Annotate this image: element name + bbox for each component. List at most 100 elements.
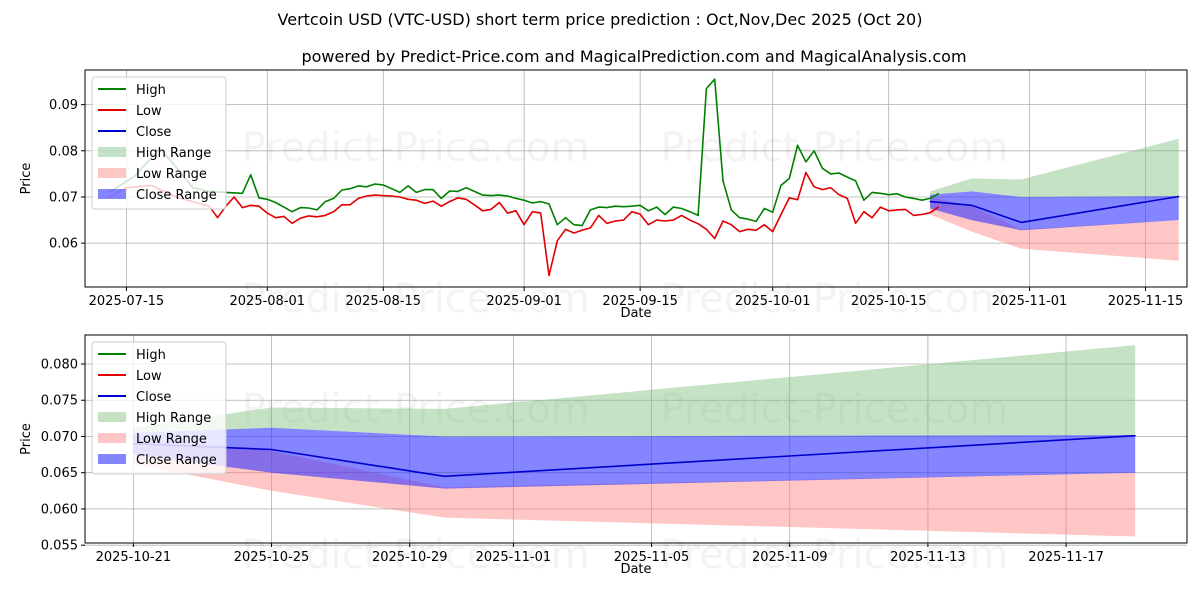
point-low	[424, 202, 426, 205]
point-low	[432, 200, 434, 202]
point-low	[896, 209, 898, 211]
point-high	[705, 87, 708, 90]
point-low	[490, 208, 492, 211]
point-low	[390, 195, 393, 197]
point-high	[854, 180, 857, 182]
point-high	[341, 189, 343, 191]
y-tick-label: 0.070	[41, 430, 78, 445]
x-tick-label: 2025-11-13	[890, 550, 966, 565]
point-high	[283, 206, 285, 208]
x-tick-label: 2025-11-17	[1028, 550, 1104, 565]
point-high	[515, 197, 517, 199]
point-close	[443, 475, 445, 477]
point-high	[879, 192, 882, 194]
point-close	[1178, 195, 1180, 198]
point-low	[846, 197, 848, 199]
point-low	[904, 208, 906, 211]
point-high	[399, 191, 401, 193]
x-tick-label: 2025-07-15	[89, 294, 165, 309]
point-high	[506, 195, 509, 197]
point-high	[258, 197, 260, 199]
point-low	[871, 217, 873, 219]
point-high	[266, 198, 268, 200]
watermark: Predict-Price.com	[660, 125, 1008, 171]
point-low	[415, 199, 418, 201]
point-high	[912, 197, 915, 199]
band-close-range	[930, 191, 1179, 231]
x-tick-label: 2025-11-05	[614, 550, 690, 565]
point-high	[606, 206, 608, 209]
watermark: Predict-Price.com	[242, 532, 590, 578]
legend-label: High Range	[136, 146, 211, 161]
point-low	[407, 198, 409, 200]
legend-swatch-high-range	[98, 412, 126, 422]
point-high	[763, 207, 766, 210]
point-high	[788, 177, 790, 180]
point-high	[316, 209, 318, 211]
point-low	[366, 195, 368, 197]
point-low	[266, 212, 268, 214]
point-low	[622, 219, 625, 221]
point-high	[888, 194, 890, 196]
point-low	[738, 230, 741, 233]
point-high	[780, 184, 782, 187]
legend-label: Close	[136, 125, 171, 140]
chart-title: Vertcoin USD (VTC-USD) short term price …	[278, 10, 923, 29]
point-low	[656, 219, 658, 221]
x-tick-label: 2025-09-15	[602, 294, 678, 309]
point-high	[490, 194, 492, 197]
point-low	[581, 229, 583, 231]
line-close	[930, 195, 1179, 224]
point-high	[241, 192, 244, 194]
x-axis-label: Date	[620, 306, 651, 321]
point-low	[863, 211, 865, 213]
band-high-range	[133, 345, 1136, 437]
x-tick-label: 2025-09-01	[486, 294, 562, 309]
point-high	[656, 206, 658, 208]
point-low	[316, 216, 318, 218]
point-low	[324, 214, 326, 217]
point-high	[631, 205, 633, 207]
point-high	[457, 190, 459, 193]
legend-label: High Range	[136, 411, 211, 426]
point-high	[672, 206, 674, 208]
y-tick-label: 0.080	[41, 357, 78, 372]
legend-swatch-low-range	[98, 433, 126, 443]
point-high	[614, 205, 616, 207]
y-tick-label: 0.065	[41, 466, 78, 481]
point-low	[548, 274, 550, 277]
point-high	[689, 211, 691, 213]
point-high	[357, 185, 360, 187]
point-high	[598, 206, 600, 208]
point-low	[299, 217, 302, 219]
point-low	[772, 230, 774, 233]
point-low	[556, 240, 558, 242]
x-tick-label: 2025-10-01	[735, 294, 811, 309]
point-low	[598, 214, 600, 217]
point-low	[780, 213, 782, 216]
y-tick-label: 0.055	[41, 539, 78, 554]
point-high	[465, 187, 467, 189]
band-low-range	[133, 436, 1136, 537]
x-tick-label: 2025-10-21	[96, 550, 172, 565]
point-low	[805, 171, 807, 174]
axes-frame	[84, 69, 1188, 288]
point-high	[407, 185, 409, 187]
point-high	[432, 188, 434, 191]
point-low	[722, 220, 724, 222]
legend-label: Low	[136, 104, 162, 119]
point-high	[937, 193, 940, 195]
x-tick-label: 2025-11-09	[752, 550, 828, 565]
point-high	[722, 180, 724, 182]
point-high	[871, 191, 873, 193]
point-low	[523, 224, 525, 226]
point-high	[821, 167, 824, 169]
point-low	[838, 194, 840, 196]
y-tick-label: 0.06	[49, 237, 78, 252]
point-low	[937, 206, 940, 208]
point-low	[747, 228, 749, 230]
x-tick-label: 2025-08-01	[230, 294, 306, 309]
point-low	[374, 194, 376, 196]
point-high	[589, 209, 592, 211]
point-low	[730, 224, 732, 226]
